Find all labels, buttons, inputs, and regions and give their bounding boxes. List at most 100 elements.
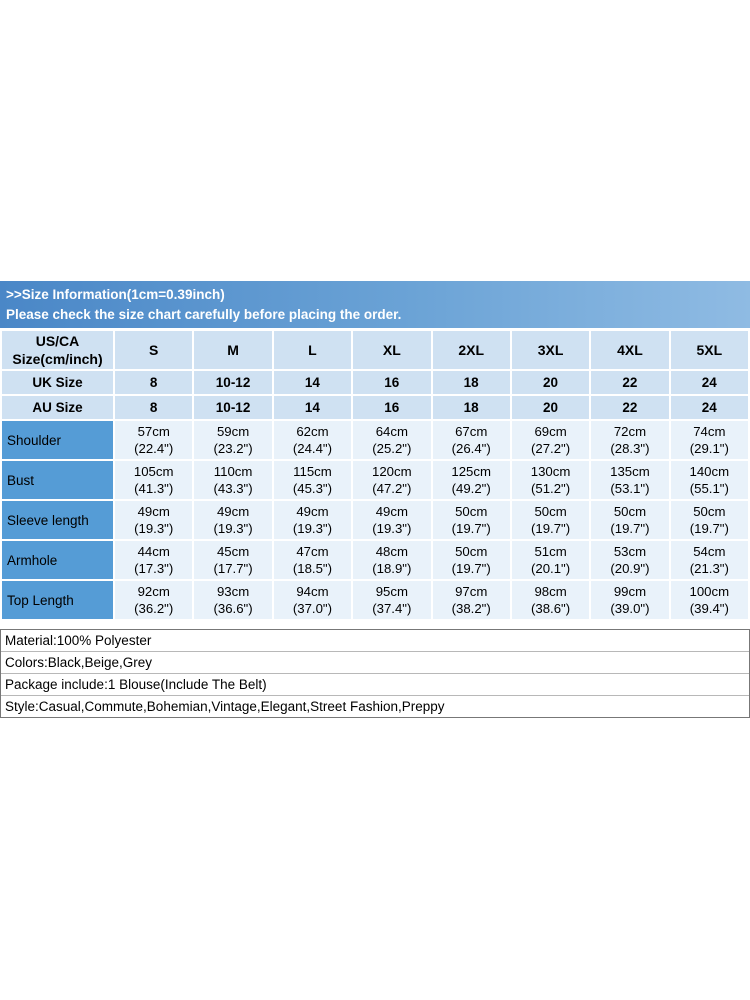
measure-cell: 62cm (24.4"): [271, 419, 354, 461]
cm-value: 50cm: [534, 503, 567, 519]
detail-material: Material:100% Polyester: [1, 630, 749, 652]
cm-value: 49cm: [296, 503, 329, 519]
cm-value: 49cm: [216, 503, 250, 519]
cm-value: 53cm: [613, 543, 647, 559]
measure-cell: 105cm (41.3"): [112, 459, 195, 501]
au-size-value: 20: [509, 394, 592, 421]
cm-value: 47cm: [296, 543, 329, 559]
inch-value: (22.4"): [134, 441, 174, 456]
cm-value: 49cm: [137, 503, 170, 519]
banner-title: >>Size Information(1cm=0.39inch): [6, 287, 225, 302]
measure-cell: 47cm (18.5"): [271, 539, 354, 581]
row-label-armhole: Armhole: [0, 539, 115, 581]
measure-cell: 98cm (38.6"): [509, 579, 592, 621]
measure-cell: 135cm (53.1"): [589, 459, 671, 501]
inch-value: (45.3"): [292, 481, 332, 496]
inch-value: (20.1"): [530, 561, 571, 576]
cm-value: 97cm: [455, 583, 488, 599]
measure-cell: 54cm (21.3"): [668, 539, 750, 581]
measure-cell: 50cm (19.7"): [668, 499, 750, 541]
cm-value: 92cm: [137, 583, 170, 599]
inch-value: (19.3"): [134, 521, 174, 536]
banner-subtitle: Please check the size chart carefully be…: [6, 307, 402, 322]
inch-value: (19.3"): [213, 521, 253, 536]
measure-row-armhole: Armhole 44cm (17.3") 45cm (17.7") 47cm (18.…: [0, 539, 750, 581]
au-size-label: AU Size: [0, 394, 115, 421]
cm-value: 48cm: [375, 543, 408, 559]
cm-value: 115cm: [293, 463, 332, 479]
cm-value: 50cm: [693, 503, 726, 519]
au-size-value: 24: [668, 394, 750, 421]
cm-value: 50cm: [613, 503, 647, 519]
inch-value: (49.2"): [451, 481, 491, 496]
measure-row-shoulder: Shoulder 57cm (22.4") 59cm (23.2") 62cm (24…: [0, 419, 750, 461]
cm-value: 45cm: [216, 543, 250, 559]
inch-value: (28.3"): [610, 441, 650, 456]
inch-value: (36.2"): [134, 601, 174, 616]
au-size-value: 8: [112, 394, 195, 421]
cm-value: 100cm: [689, 583, 730, 599]
row-label-sleeve-length: Sleeve length: [0, 499, 115, 541]
uk-size-value: 16: [351, 369, 433, 396]
uk-size-value: 22: [589, 369, 671, 396]
measure-cell: 50cm (19.7"): [509, 499, 592, 541]
measure-cell: 69cm (27.2"): [509, 419, 592, 461]
measure-cell: 45cm (17.7"): [192, 539, 274, 581]
inch-value: (17.3"): [134, 561, 174, 576]
cm-value: 51cm: [534, 543, 567, 559]
inch-value: (26.4"): [451, 441, 491, 456]
product-details-box: Material:100% Polyester Colors:Black,Bei…: [0, 629, 750, 718]
size-col-header-xl: XL: [351, 329, 433, 371]
cm-value: 120cm: [372, 463, 412, 479]
au-size-row: AU Size 8 10-12 14 16 18 20 22 24: [0, 394, 750, 421]
uk-size-value: 18: [430, 369, 512, 396]
inch-value: (24.4"): [292, 441, 332, 456]
cm-value: 44cm: [137, 543, 170, 559]
measure-row-bust: Bust 105cm (41.3") 110cm (43.3") 115cm (45.…: [0, 459, 750, 501]
inch-value: (55.1"): [689, 481, 729, 496]
measure-cell: 50cm (19.7"): [589, 499, 671, 541]
cm-value: 64cm: [375, 423, 408, 439]
cm-value: 125cm: [451, 463, 491, 479]
uk-size-value: 20: [509, 369, 592, 396]
inch-value: (43.3"): [213, 481, 253, 496]
uk-size-value: 14: [271, 369, 354, 396]
cm-value: 50cm: [455, 503, 488, 519]
cm-value: 59cm: [216, 423, 250, 439]
inch-value: (19.7"): [689, 521, 729, 536]
au-size-value: 22: [589, 394, 671, 421]
measure-cell: 92cm (36.2"): [112, 579, 195, 621]
cm-value: 130cm: [530, 463, 571, 479]
cm-value: 57cm: [137, 423, 170, 439]
size-col-header-4xl: 4XL: [589, 329, 671, 371]
inch-value: (39.0"): [610, 601, 650, 616]
measure-cell: 49cm (19.3"): [112, 499, 195, 541]
inch-value: (23.2"): [213, 441, 253, 456]
au-size-value: 16: [351, 394, 433, 421]
inch-value: (19.7"): [451, 521, 491, 536]
corner-line2: Size(cm/inch): [12, 351, 103, 367]
measure-cell: 64cm (25.2"): [351, 419, 433, 461]
measure-cell: 59cm (23.2"): [192, 419, 274, 461]
detail-colors: Colors:Black,Beige,Grey: [1, 652, 749, 674]
cm-value: 98cm: [534, 583, 567, 599]
size-col-header-l: L: [271, 329, 354, 371]
cm-value: 99cm: [613, 583, 647, 599]
inch-value: (25.2"): [372, 441, 412, 456]
inch-value: (19.3"): [292, 521, 332, 536]
measure-cell: 140cm (55.1"): [668, 459, 750, 501]
cm-value: 67cm: [455, 423, 488, 439]
cm-value: 72cm: [613, 423, 647, 439]
measure-row-sleeve-length: Sleeve length 49cm (19.3") 49cm (19.3") 49…: [0, 499, 750, 541]
cm-value: 69cm: [534, 423, 567, 439]
inch-value: (38.6"): [530, 601, 571, 616]
measure-cell: 49cm (19.3"): [351, 499, 433, 541]
inch-value: (19.7"): [530, 521, 571, 536]
cm-value: 62cm: [296, 423, 329, 439]
measure-cell: 110cm (43.3"): [192, 459, 274, 501]
measure-cell: 120cm (47.2"): [351, 459, 433, 501]
measure-cell: 99cm (39.0"): [589, 579, 671, 621]
inch-value: (18.9"): [372, 561, 412, 576]
measure-cell: 49cm (19.3"): [192, 499, 274, 541]
